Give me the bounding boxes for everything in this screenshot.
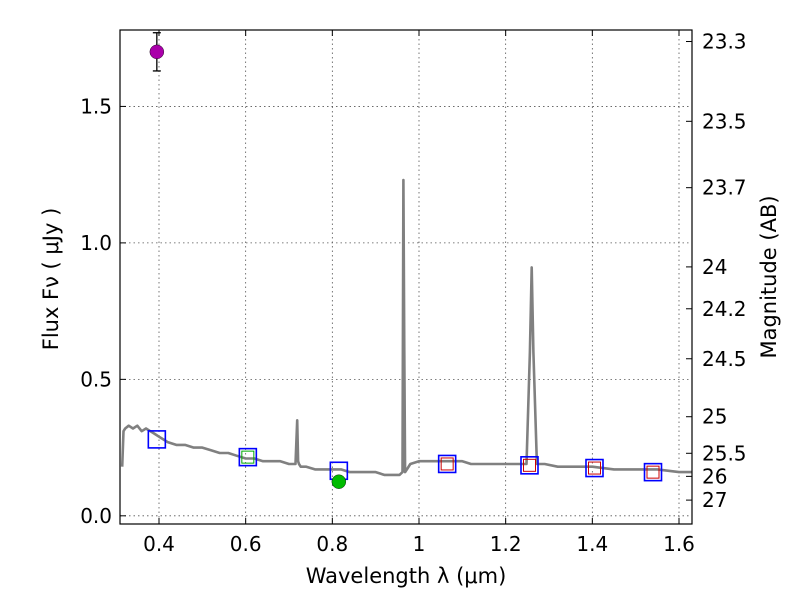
inner-square-marker bbox=[523, 458, 536, 472]
y-tick-label: 0.5 bbox=[80, 367, 112, 391]
x-axis-title: Wavelength λ (μm) bbox=[306, 564, 507, 588]
inner-square-marker bbox=[241, 450, 255, 464]
model-square-marker bbox=[520, 456, 539, 475]
photometry-markers bbox=[147, 32, 663, 489]
x-tick-label: 1.2 bbox=[490, 532, 522, 556]
x-tick-label: 0.4 bbox=[143, 532, 175, 556]
x-tick-label: 1.6 bbox=[663, 532, 695, 556]
y-tick-label: 1.0 bbox=[80, 231, 112, 255]
spectrum-line bbox=[120, 178, 692, 477]
model-square-marker bbox=[147, 430, 167, 449]
model-square-marker bbox=[238, 447, 258, 467]
mag-tick-label: 24.5 bbox=[702, 347, 747, 371]
inner-square-marker bbox=[646, 465, 660, 479]
y-tick-label: 1.5 bbox=[80, 94, 112, 118]
mag-tick-label: 25.5 bbox=[702, 441, 747, 465]
model-square-marker bbox=[643, 462, 663, 482]
x-tick-label: 1.4 bbox=[576, 532, 608, 556]
grid-lines bbox=[120, 30, 692, 524]
mag-tick-label: 23.7 bbox=[702, 176, 747, 200]
y-tick-label: 0.0 bbox=[80, 504, 112, 528]
plot-frame bbox=[119, 29, 693, 525]
model-square-marker bbox=[437, 454, 457, 474]
mag-tick-label: 27 bbox=[702, 488, 727, 512]
mag-tick-label: 23.5 bbox=[702, 109, 747, 133]
axis-ticks: 0.4 0.6 0.8 1 1.2 1.4 1.6 0.0 0.5 1.0 1.5 23.3 23.5 2… bbox=[80, 30, 746, 556]
mag-tick-label: 26 bbox=[702, 464, 727, 488]
observed-point bbox=[331, 474, 347, 489]
model-square-marker bbox=[585, 458, 604, 478]
mag-tick-label: 24 bbox=[702, 255, 727, 279]
x-tick-label: 1 bbox=[413, 532, 426, 556]
x-tick-label: 0.8 bbox=[316, 532, 348, 556]
inner-square-marker bbox=[588, 461, 601, 475]
observed-point bbox=[149, 44, 165, 60]
mag-tick-label: 25 bbox=[702, 405, 727, 429]
mag-tick-label: 24.2 bbox=[702, 297, 747, 321]
mag-tick-label: 23.3 bbox=[702, 30, 747, 54]
spectrum-series bbox=[120, 178, 692, 477]
x-tick-label: 0.6 bbox=[230, 532, 262, 556]
y-axis-title: Flux Fν ( μJy ) bbox=[39, 208, 63, 351]
inner-square-marker bbox=[440, 457, 454, 471]
right-axis-title: Magnitude (AB) bbox=[757, 195, 781, 358]
